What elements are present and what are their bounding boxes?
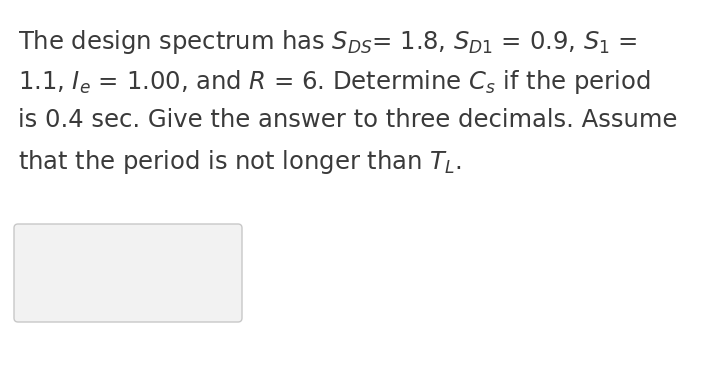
Text: is 0.4 sec. Give the answer to three decimals. Assume: is 0.4 sec. Give the answer to three dec…: [18, 108, 677, 132]
Text: 1.1, $I_e$ = 1.00, and $R$ = 6. Determine $C_s$ if the period: 1.1, $I_e$ = 1.00, and $R$ = 6. Determin…: [18, 68, 651, 96]
Text: that the period is not longer than $T_L$.: that the period is not longer than $T_L$…: [18, 148, 462, 176]
Text: The design spectrum has $S_{DS}$= 1.8, $S_{D1}$ = 0.9, $S_1$ =: The design spectrum has $S_{DS}$= 1.8, $…: [18, 28, 637, 56]
FancyBboxPatch shape: [14, 224, 242, 322]
